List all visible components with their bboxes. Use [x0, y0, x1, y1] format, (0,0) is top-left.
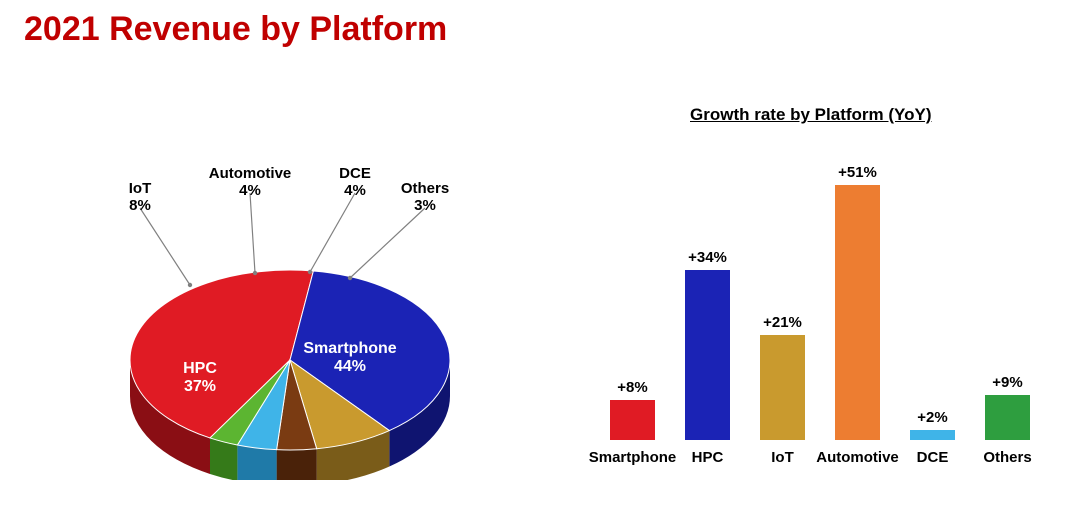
bar-value-automotive: +51% — [838, 164, 877, 181]
bar-iot — [760, 335, 805, 440]
pie-leader-line — [350, 208, 425, 278]
pie-leader-line — [250, 193, 255, 273]
bar-value-others: +9% — [992, 374, 1022, 391]
bar-automotive — [835, 185, 880, 440]
pie-label-dce: DCE 4% — [339, 165, 371, 200]
bar-value-hpc: +34% — [688, 249, 727, 266]
pie-label-iot: IoT 8% — [129, 180, 152, 215]
bar-category-iot: IoT — [771, 449, 794, 466]
bar-category-dce: DCE — [917, 449, 949, 466]
bar-category-others: Others — [983, 449, 1031, 466]
pie-label-automotive: Automotive 4% — [209, 165, 292, 200]
pie-leader-line — [310, 193, 355, 272]
bar-others — [985, 395, 1030, 440]
pie-leader-dot — [188, 283, 192, 287]
pie-chart: Smartphone 44% HPC 37% IoT 8% Automotive 4%… — [40, 110, 540, 480]
pie-slice-side — [237, 445, 276, 480]
bar-category-automotive: Automotive — [816, 449, 899, 466]
pie-slice-side — [277, 449, 317, 480]
bar-dce — [910, 430, 955, 440]
pie-label-hpc: HPC 37% — [183, 360, 217, 397]
bar-chart: +8% Smartphone +34% HPC +21% IoT +51% Automotiv… — [590, 165, 1050, 470]
bar-value-smartphone: +8% — [617, 379, 647, 396]
pie-leader-dot — [348, 276, 352, 280]
bar-smartphone — [610, 400, 655, 440]
pie-leader-dot — [253, 271, 257, 275]
bar-chart-title: Growth rate by Platform (YoY) — [690, 105, 932, 125]
bar-value-dce: +2% — [917, 409, 947, 426]
bar-value-iot: +21% — [763, 314, 802, 331]
page-title: 2021 Revenue by Platform — [24, 10, 447, 49]
pie-leader-line — [140, 208, 190, 285]
pie-label-smartphone: Smartphone 44% — [303, 340, 396, 377]
bar-hpc — [685, 270, 730, 440]
pie-label-others: Others 3% — [401, 180, 449, 215]
bar-category-hpc: HPC — [692, 449, 724, 466]
pie-leader-dot — [308, 270, 312, 274]
bar-category-smartphone: Smartphone — [589, 449, 677, 466]
